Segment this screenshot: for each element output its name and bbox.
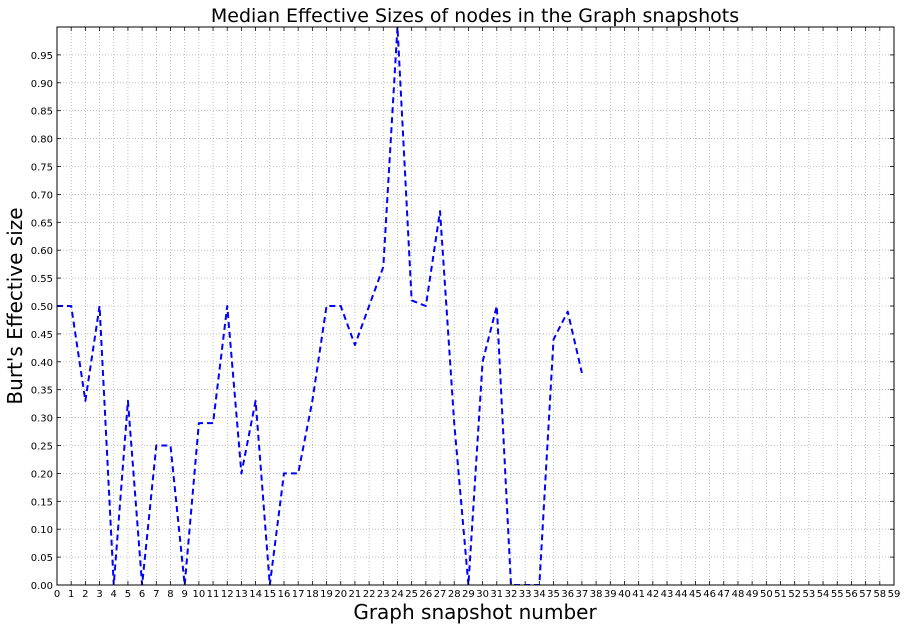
x-tick-label: 35 bbox=[547, 589, 560, 600]
x-tick-label: 12 bbox=[221, 589, 234, 600]
x-tick-label: 2 bbox=[82, 589, 88, 600]
y-tick-label: 0.75 bbox=[31, 163, 53, 174]
x-tick-label: 47 bbox=[717, 589, 730, 600]
x-tick-label: 21 bbox=[349, 589, 362, 600]
y-tick-label: 0.50 bbox=[31, 302, 53, 313]
x-tick-label: 31 bbox=[490, 589, 503, 600]
x-tick-label: 53 bbox=[803, 589, 816, 600]
x-tick-label: 32 bbox=[505, 589, 518, 600]
x-tick-label: 28 bbox=[448, 589, 461, 600]
y-tick-label: 0.10 bbox=[31, 525, 53, 536]
x-tick-label: 46 bbox=[703, 589, 716, 600]
x-tick-label: 4 bbox=[111, 589, 117, 600]
x-tick-label: 30 bbox=[476, 589, 489, 600]
y-tick-label: 0.00 bbox=[31, 581, 53, 592]
x-tick-label: 34 bbox=[533, 589, 546, 600]
x-tick-label: 3 bbox=[96, 589, 102, 600]
x-tick-label: 27 bbox=[434, 589, 447, 600]
x-tick-label: 9 bbox=[181, 589, 187, 600]
y-tick-label: 0.45 bbox=[31, 330, 53, 341]
x-tick-label: 0 bbox=[54, 589, 60, 600]
x-tick-label: 26 bbox=[419, 589, 432, 600]
x-tick-label: 11 bbox=[207, 589, 220, 600]
x-tick-label: 36 bbox=[561, 589, 574, 600]
grid-lines bbox=[56, 26, 895, 586]
x-axis-label: Graph snapshot number bbox=[353, 600, 597, 624]
x-tick-label: 55 bbox=[831, 589, 844, 600]
x-tick-label: 50 bbox=[760, 589, 773, 600]
x-tick-label: 7 bbox=[153, 589, 159, 600]
x-tick-label: 59 bbox=[888, 589, 901, 600]
y-tick-label: 0.15 bbox=[31, 497, 53, 508]
x-tick-label: 1 bbox=[68, 589, 74, 600]
x-tick-label: 18 bbox=[306, 589, 319, 600]
x-tick-label: 19 bbox=[320, 589, 333, 600]
x-tick-label: 8 bbox=[167, 589, 173, 600]
x-tick-label: 10 bbox=[192, 589, 205, 600]
x-tick-label: 44 bbox=[675, 589, 688, 600]
x-tick-label: 40 bbox=[618, 589, 631, 600]
x-tick-label: 24 bbox=[391, 589, 404, 600]
y-tick-label: 0.55 bbox=[31, 274, 53, 285]
y-tick-label: 0.70 bbox=[31, 190, 53, 201]
chart-title: Median Effective Sizes of nodes in the G… bbox=[211, 5, 739, 27]
x-tick-label: 54 bbox=[817, 589, 830, 600]
x-tick-label: 16 bbox=[278, 589, 291, 600]
x-tick-label: 20 bbox=[334, 589, 347, 600]
y-axis-label: Burt's Effective size bbox=[3, 207, 27, 404]
x-tick-label: 6 bbox=[139, 589, 145, 600]
x-tick-label: 29 bbox=[462, 589, 475, 600]
x-tick-label: 25 bbox=[405, 589, 418, 600]
x-tick-label: 14 bbox=[249, 589, 262, 600]
x-tick-label: 38 bbox=[590, 589, 603, 600]
y-tick-label: 0.40 bbox=[31, 358, 53, 369]
y-tick-label: 0.65 bbox=[31, 218, 53, 229]
x-tick-label: 39 bbox=[604, 589, 617, 600]
x-tick-label: 57 bbox=[859, 589, 872, 600]
y-tick-label: 0.60 bbox=[31, 246, 53, 257]
x-tick-label: 37 bbox=[576, 589, 589, 600]
x-tick-label: 5 bbox=[125, 589, 131, 600]
x-tick-label: 51 bbox=[774, 589, 787, 600]
y-tick-label: 0.95 bbox=[31, 51, 53, 62]
x-tick-label: 23 bbox=[377, 589, 390, 600]
x-tick-label: 13 bbox=[235, 589, 248, 600]
x-tick-label: 33 bbox=[519, 589, 532, 600]
y-tick-label: 0.90 bbox=[31, 79, 53, 90]
x-tick-label: 45 bbox=[689, 589, 702, 600]
x-tick-label: 52 bbox=[788, 589, 801, 600]
x-tick-label: 41 bbox=[632, 589, 645, 600]
axis-ticks: 0 1 2 3 4 5 6 7 8 9 10 11 12 13 14 15 16 17 18 19 20 21 22 23 24… bbox=[31, 27, 901, 600]
y-tick-label: 0.80 bbox=[31, 135, 53, 146]
y-tick-label: 0.05 bbox=[31, 553, 53, 564]
x-tick-label: 22 bbox=[363, 589, 376, 600]
y-tick-label: 0.20 bbox=[31, 469, 53, 480]
x-tick-label: 49 bbox=[746, 589, 759, 600]
y-tick-label: 0.85 bbox=[31, 107, 53, 118]
x-tick-label: 48 bbox=[732, 589, 745, 600]
x-tick-label: 56 bbox=[845, 589, 858, 600]
x-tick-label: 43 bbox=[661, 589, 674, 600]
x-tick-label: 15 bbox=[263, 589, 276, 600]
x-tick-label: 17 bbox=[292, 589, 305, 600]
x-tick-label: 58 bbox=[873, 589, 886, 600]
y-tick-label: 0.35 bbox=[31, 386, 53, 397]
y-tick-label: 0.30 bbox=[31, 414, 53, 425]
x-tick-label: 42 bbox=[646, 589, 659, 600]
y-tick-label: 0.25 bbox=[31, 442, 53, 453]
